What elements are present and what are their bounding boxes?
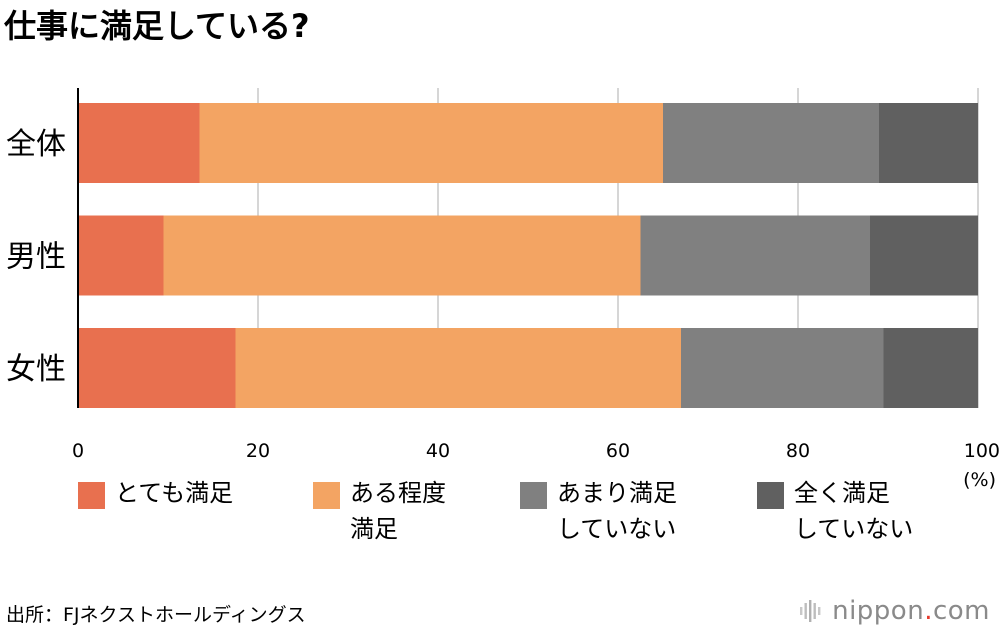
legend: とても満足 ある程度 満足 あまり満足 していない 全く満足 していない [0,475,1000,585]
category-label: 男性 [6,240,66,275]
legend-item: あまり満足 していない [520,475,677,547]
legend-swatch [520,482,547,509]
x-tick-label: 0 [72,440,84,462]
legend-item: ある程度 満足 [313,475,446,547]
legend-swatch [313,482,340,509]
category-label: 女性 [6,352,66,387]
legend-swatch [757,482,784,509]
legend-swatch [78,482,105,509]
logo-mark-icon [800,600,821,622]
x-tick-label: 40 [426,440,450,462]
chart-title: 仕事に満足している? [4,7,310,45]
legend-item: とても満足 [78,475,233,511]
x-tick-label: 80 [786,440,810,462]
x-tick-label: 100 [964,440,1000,462]
bar-segment [879,103,978,183]
bar-segment [235,328,681,408]
logo-text: nippon.com [832,596,990,626]
bar-segment [870,215,978,296]
x-tick-label: 20 [246,440,270,462]
category-label: 全体 [6,127,66,162]
legend-item: 全く満足 していない [757,475,913,547]
bar-segment [78,215,164,296]
bar-segment [78,328,236,408]
bar-segment [199,103,663,183]
bar-segment [883,328,978,408]
nippon-logo: nippon.com [798,596,990,626]
legend-label: 全く満足 していない [794,479,914,543]
source-note: 出所：FJネクストホールディングス [6,604,306,626]
legend-label: とても満足 [115,479,234,507]
bar-segment [640,215,870,296]
bar-segment [681,328,884,408]
x-tick-label: 60 [606,440,630,462]
bar-segment [163,215,641,296]
bar-segment [663,103,879,183]
legend-label: あまり満足 していない [557,479,677,543]
bar-segment [78,103,200,183]
x-unit-label: (%) [963,469,996,491]
legend-label: ある程度 満足 [350,479,446,543]
